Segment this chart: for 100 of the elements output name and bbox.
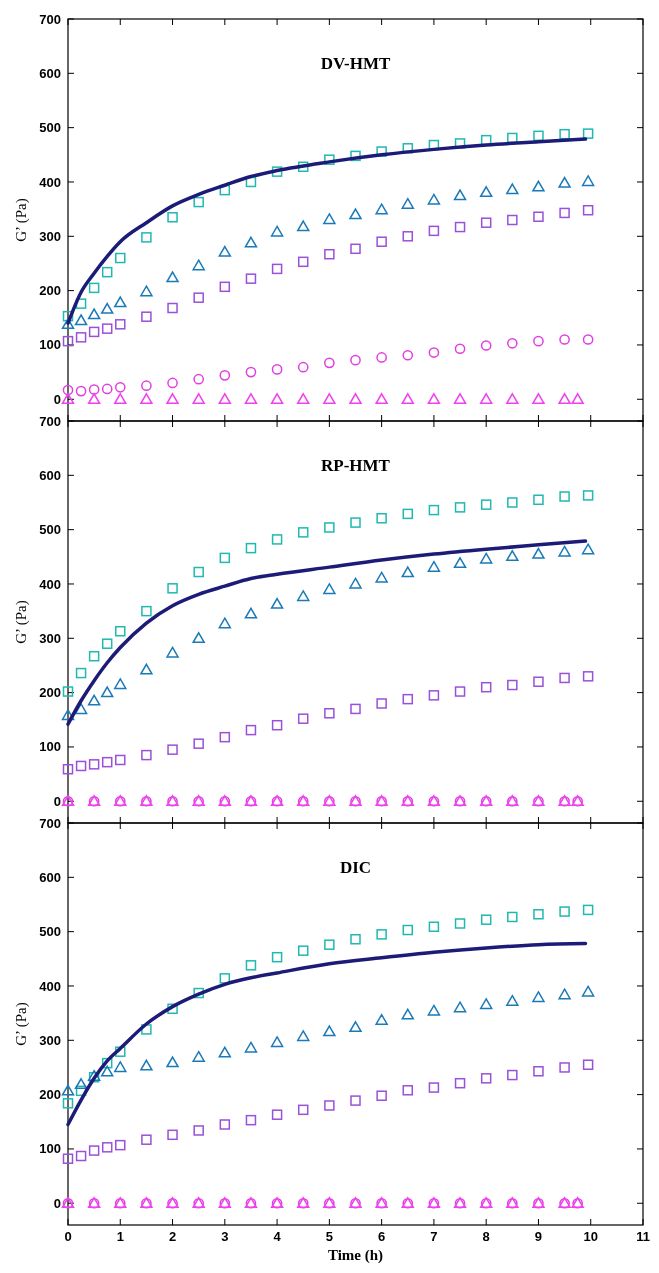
point bbox=[62, 1098, 74, 1109]
x-tick-label: 8 bbox=[482, 1229, 490, 1244]
point bbox=[140, 663, 153, 675]
point bbox=[323, 583, 336, 595]
point bbox=[74, 1078, 88, 1090]
point bbox=[192, 259, 205, 271]
point bbox=[480, 681, 492, 693]
y-tick-label: 300 bbox=[39, 228, 61, 244]
point bbox=[559, 906, 570, 917]
point bbox=[427, 393, 441, 405]
point bbox=[219, 370, 231, 381]
y-tick-label: 100 bbox=[39, 739, 61, 755]
point bbox=[62, 310, 74, 322]
point bbox=[62, 335, 74, 347]
y-tick-label: 500 bbox=[39, 522, 61, 538]
point bbox=[323, 1025, 336, 1037]
point bbox=[350, 934, 361, 945]
point bbox=[506, 337, 518, 349]
point bbox=[167, 1003, 178, 1015]
x-axis-title: Time (h) bbox=[327, 1247, 384, 1264]
point bbox=[219, 1119, 231, 1130]
point bbox=[582, 671, 594, 682]
point bbox=[532, 393, 545, 405]
point bbox=[402, 349, 414, 361]
point bbox=[61, 393, 75, 405]
x-tick-label: 4 bbox=[273, 1229, 282, 1244]
x-tick-label: 10 bbox=[583, 1229, 598, 1244]
point bbox=[192, 393, 205, 405]
point bbox=[140, 393, 153, 405]
point bbox=[454, 1077, 466, 1089]
point bbox=[453, 393, 467, 405]
point bbox=[75, 760, 87, 772]
point bbox=[219, 731, 231, 743]
point bbox=[297, 527, 309, 538]
point bbox=[376, 512, 387, 524]
point bbox=[480, 340, 492, 351]
point bbox=[218, 617, 232, 629]
point bbox=[401, 393, 415, 405]
point bbox=[101, 1057, 113, 1069]
point bbox=[101, 638, 113, 649]
point bbox=[167, 583, 178, 594]
point bbox=[270, 1036, 284, 1048]
point bbox=[297, 256, 309, 268]
point bbox=[270, 225, 284, 237]
point bbox=[62, 1153, 74, 1164]
point bbox=[401, 1008, 415, 1020]
y-tick-label: 400 bbox=[39, 576, 61, 592]
y-tick-label: 400 bbox=[39, 978, 61, 994]
point bbox=[245, 273, 257, 284]
point bbox=[349, 393, 362, 405]
point bbox=[270, 393, 284, 405]
point bbox=[350, 517, 361, 528]
y-tick-label: 300 bbox=[39, 1032, 61, 1048]
point bbox=[296, 220, 310, 232]
point bbox=[376, 929, 387, 940]
point bbox=[271, 364, 283, 375]
point bbox=[480, 914, 492, 925]
point bbox=[454, 686, 466, 697]
point bbox=[581, 543, 595, 555]
text: RP-HMT bbox=[321, 456, 391, 475]
point bbox=[75, 332, 87, 343]
point bbox=[75, 385, 87, 397]
y-tick-label: 0 bbox=[53, 1195, 61, 1211]
point bbox=[101, 383, 113, 395]
point bbox=[558, 176, 571, 188]
point bbox=[323, 393, 336, 405]
point bbox=[245, 960, 257, 971]
x-tick-label: 5 bbox=[325, 1229, 333, 1244]
point bbox=[506, 550, 519, 562]
point bbox=[350, 150, 361, 162]
point bbox=[453, 557, 467, 569]
point bbox=[350, 703, 361, 715]
point bbox=[454, 221, 466, 233]
point bbox=[375, 393, 388, 405]
point bbox=[376, 1090, 387, 1101]
point bbox=[271, 951, 283, 963]
point bbox=[480, 499, 492, 510]
point bbox=[532, 180, 545, 192]
y-tick-label: 400 bbox=[39, 174, 61, 190]
point bbox=[349, 577, 362, 589]
point bbox=[114, 296, 127, 308]
point bbox=[192, 632, 205, 644]
point bbox=[61, 709, 75, 721]
point bbox=[166, 393, 179, 405]
point bbox=[349, 208, 362, 220]
point bbox=[297, 1104, 309, 1116]
point bbox=[324, 708, 335, 719]
point bbox=[324, 939, 335, 950]
y-tick-label: 500 bbox=[39, 924, 61, 940]
point bbox=[167, 744, 178, 755]
point bbox=[581, 175, 595, 187]
point bbox=[532, 991, 545, 1003]
point bbox=[427, 560, 441, 572]
point bbox=[559, 491, 570, 502]
point bbox=[141, 311, 152, 322]
point bbox=[582, 204, 594, 216]
point bbox=[480, 1073, 492, 1084]
point bbox=[506, 393, 519, 405]
point bbox=[245, 366, 257, 378]
point bbox=[324, 248, 335, 260]
